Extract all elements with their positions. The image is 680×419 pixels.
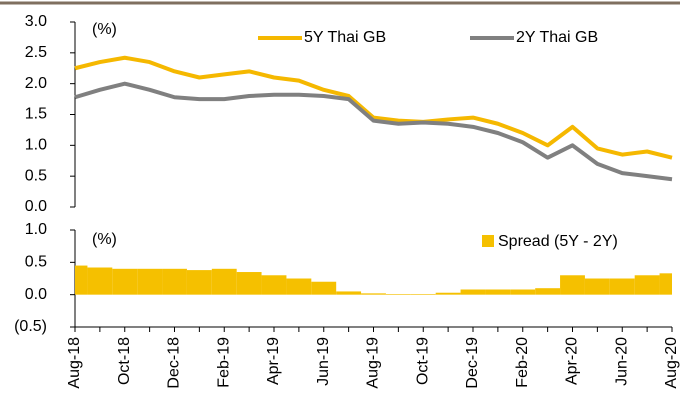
bar — [112, 268, 138, 295]
bar — [584, 278, 610, 295]
bar — [336, 291, 362, 295]
y-tick-label: 2.5 — [25, 44, 47, 61]
x-tick-label: Dec-18 — [166, 337, 183, 389]
bar — [510, 289, 536, 295]
y-tick-label: 2.0 — [25, 75, 47, 92]
bar — [609, 278, 635, 295]
x-tick-label: Aug-20 — [663, 337, 680, 389]
bar — [485, 289, 511, 295]
legend-label: 2Y Thai GB — [516, 29, 598, 46]
y-unit: (%) — [92, 231, 117, 248]
bar — [236, 272, 262, 295]
bar — [75, 265, 88, 295]
legend-swatch — [482, 235, 494, 247]
x-tick-label: Oct-18 — [116, 337, 133, 385]
bar — [361, 293, 386, 295]
bar — [186, 270, 212, 295]
bar — [460, 289, 486, 295]
x-tick-label: Jun-19 — [315, 337, 332, 386]
x-tick-label: Dec-19 — [464, 337, 481, 389]
legend-label: Spread (5Y - 2Y) — [498, 233, 618, 250]
bar — [560, 275, 585, 295]
bar — [634, 275, 660, 295]
y-tick-label: 0.0 — [25, 198, 47, 215]
legend-label: 5Y Thai GB — [304, 29, 386, 46]
y-tick-label: 1.0 — [25, 137, 47, 154]
bar — [87, 267, 113, 295]
y-unit: (%) — [92, 21, 117, 38]
y-tick-label: 0.0 — [25, 286, 47, 303]
x-tick-label: Apr-20 — [564, 337, 581, 385]
bar — [137, 268, 163, 295]
x-tick-label: Jun-20 — [613, 337, 630, 386]
y-tick-label: 0.5 — [25, 167, 47, 184]
y-tick-label: 1.5 — [25, 106, 47, 123]
bar — [162, 268, 187, 295]
bar — [385, 294, 411, 295]
bar — [659, 273, 672, 295]
y-tick-label: (0.5) — [14, 318, 47, 335]
x-tick-label: Oct-19 — [414, 337, 431, 385]
bar — [311, 281, 337, 295]
line — [74, 55, 673, 160]
x-tick-label: Apr-19 — [265, 337, 282, 385]
bar — [286, 278, 312, 295]
bar — [261, 275, 287, 295]
x-tick-label: Feb-20 — [514, 337, 531, 388]
bar — [410, 294, 436, 295]
x-tick-label: Feb-19 — [215, 337, 232, 388]
x-tick-label: Aug-18 — [66, 337, 83, 389]
y-tick-label: 1.0 — [25, 221, 47, 238]
line — [74, 81, 673, 182]
y-tick-label: 0.5 — [25, 254, 47, 271]
bar — [535, 288, 561, 295]
bar — [435, 292, 461, 295]
bar — [211, 268, 237, 295]
y-tick-label: 3.0 — [25, 13, 47, 30]
x-tick-label: Aug-19 — [365, 337, 382, 389]
